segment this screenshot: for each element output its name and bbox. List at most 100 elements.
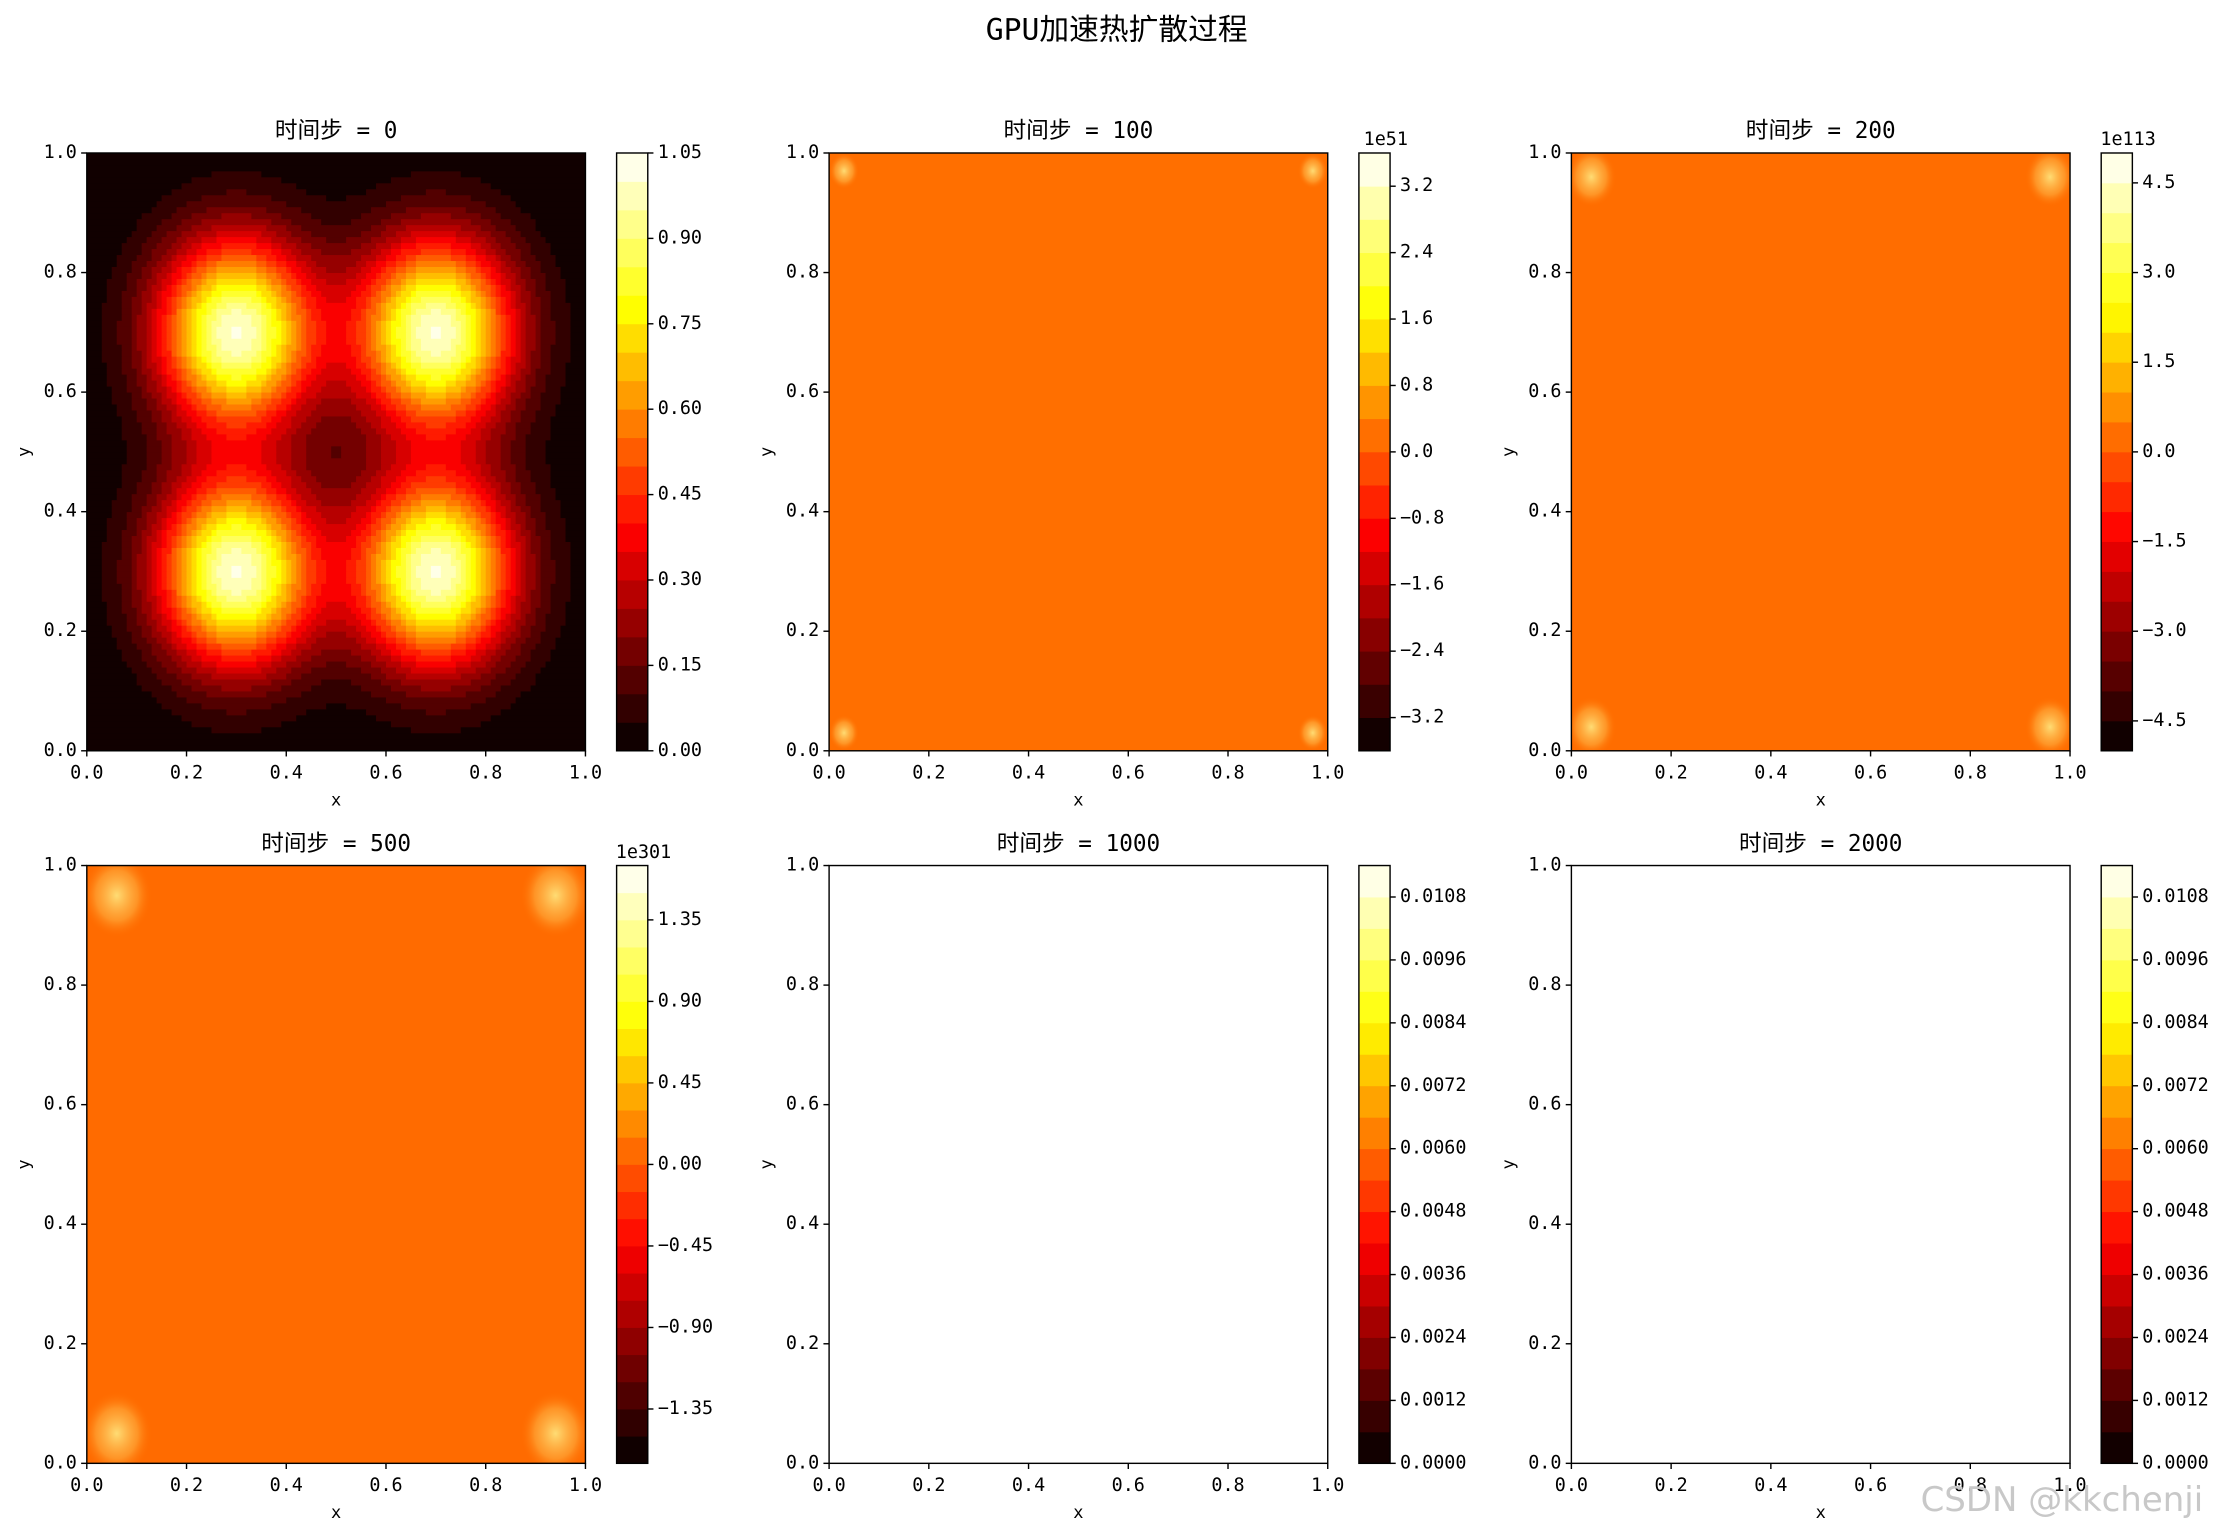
contour-band bbox=[306, 337, 317, 345]
contour-band bbox=[166, 403, 178, 411]
contour-band bbox=[505, 582, 512, 590]
contour-band bbox=[465, 588, 477, 596]
contour-band bbox=[455, 481, 472, 489]
contour-band bbox=[376, 547, 382, 554]
contour-band bbox=[136, 278, 148, 285]
contour-band bbox=[385, 361, 392, 369]
contour-band bbox=[281, 433, 292, 441]
contour-band bbox=[126, 379, 138, 387]
contour-band bbox=[515, 343, 522, 351]
y-tick-label: 0.8 bbox=[1528, 262, 1561, 283]
contour-band bbox=[161, 582, 168, 590]
contour-band bbox=[410, 553, 422, 560]
contour-band bbox=[515, 636, 527, 644]
contour-band bbox=[535, 529, 552, 537]
contour-band bbox=[221, 648, 252, 656]
contour-band bbox=[455, 517, 467, 525]
field bbox=[1571, 152, 2071, 751]
contour-band bbox=[395, 296, 407, 303]
contour-band bbox=[316, 636, 357, 644]
contour-band bbox=[316, 594, 357, 602]
contour-band bbox=[485, 379, 492, 387]
contour-band bbox=[191, 433, 208, 441]
contour-band bbox=[206, 278, 218, 285]
contour-band bbox=[196, 535, 208, 542]
contour-band bbox=[545, 660, 586, 668]
contour-band bbox=[196, 523, 203, 531]
contour-band bbox=[266, 553, 272, 560]
contour-band bbox=[186, 606, 193, 614]
contour-band bbox=[141, 367, 153, 375]
contour-band bbox=[276, 517, 282, 525]
x-tick-label: 1.0 bbox=[569, 762, 602, 783]
contour-band bbox=[191, 266, 198, 273]
contour-band bbox=[311, 427, 362, 435]
contour-band bbox=[86, 690, 153, 698]
contour-band bbox=[465, 541, 472, 548]
contour-band bbox=[271, 511, 277, 519]
contour-band bbox=[291, 433, 307, 441]
colorbar-band bbox=[616, 380, 648, 410]
contour-band bbox=[316, 577, 327, 584]
contour-band bbox=[321, 588, 352, 596]
contour-band bbox=[445, 391, 462, 399]
contour-band bbox=[86, 523, 108, 531]
contour-band bbox=[495, 690, 522, 698]
contour-band bbox=[515, 529, 522, 537]
contour-band bbox=[211, 391, 227, 399]
contour-band bbox=[171, 272, 183, 279]
contour-band bbox=[465, 278, 472, 285]
contour-band bbox=[550, 547, 572, 554]
contour-band bbox=[156, 517, 163, 525]
contour-band bbox=[171, 307, 178, 315]
contour-band bbox=[545, 284, 567, 291]
contour-band bbox=[141, 427, 158, 435]
contour-band bbox=[301, 361, 307, 369]
contour-band bbox=[470, 660, 487, 668]
contour-band bbox=[381, 272, 392, 279]
contour-band bbox=[271, 606, 277, 614]
contour-band bbox=[156, 367, 163, 375]
y-axis-label: y bbox=[757, 447, 777, 457]
contour-band bbox=[520, 571, 527, 578]
contour-band bbox=[395, 331, 407, 339]
contour-band bbox=[286, 505, 297, 513]
contour-band bbox=[281, 606, 292, 614]
contour-band bbox=[395, 594, 402, 602]
contour-band bbox=[390, 577, 402, 584]
contour-band bbox=[311, 290, 322, 297]
contour-band bbox=[505, 571, 512, 578]
colorbar-band bbox=[2101, 1242, 2133, 1275]
colorbar-tick-label: 0.15 bbox=[658, 654, 702, 675]
contour-band bbox=[196, 355, 203, 363]
contour-band bbox=[196, 307, 208, 315]
contour-band bbox=[306, 523, 317, 531]
contour-band bbox=[381, 624, 392, 632]
contour-band bbox=[86, 403, 118, 411]
contour-band bbox=[540, 343, 552, 351]
contour-band bbox=[520, 284, 527, 291]
contour-band bbox=[535, 523, 547, 531]
contour-band bbox=[381, 313, 387, 321]
contour-band bbox=[156, 379, 163, 387]
contour-band bbox=[136, 284, 148, 291]
contour-band bbox=[495, 206, 522, 214]
contour-band bbox=[86, 672, 138, 680]
contour-band bbox=[515, 469, 532, 477]
contour-band bbox=[296, 517, 302, 525]
contour-band bbox=[545, 379, 567, 387]
contour-band bbox=[420, 577, 452, 584]
contour-band bbox=[470, 236, 487, 244]
contour-band bbox=[525, 355, 532, 363]
contour-band bbox=[480, 463, 492, 471]
contour-band bbox=[366, 325, 372, 333]
contour-band bbox=[510, 254, 522, 262]
contour-band bbox=[495, 612, 502, 620]
contour-band bbox=[211, 612, 218, 620]
contour-band bbox=[400, 499, 412, 507]
contour-band bbox=[535, 409, 557, 417]
contour-band bbox=[161, 313, 168, 321]
contour-band bbox=[485, 319, 492, 327]
contour-band bbox=[405, 612, 417, 620]
contour-band bbox=[296, 242, 312, 250]
